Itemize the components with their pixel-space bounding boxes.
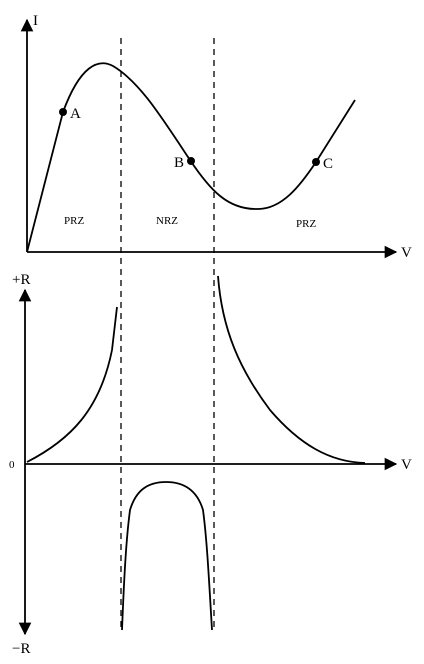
- point-a-label: A: [70, 106, 81, 122]
- bottom-zero-label: 0: [9, 459, 15, 471]
- point-c-label: C: [323, 156, 333, 172]
- region-label-nrz: NRZ: [156, 215, 178, 227]
- bottom-x-axis-label: V: [401, 457, 412, 473]
- point-b-marker: [187, 157, 195, 165]
- top-x-axis-label: V: [401, 245, 412, 261]
- region-label-prz-left: PRZ: [64, 215, 84, 227]
- top-graph: I V A B C PRZ NRZ PRZ: [20, 13, 412, 261]
- bottom-y-bottom-label: −R: [12, 641, 30, 657]
- bottom-graph: +R −R 0 V: [9, 272, 412, 657]
- resistance-curve-right: [217, 275, 366, 464]
- top-y-axis-label: I: [33, 13, 38, 29]
- bottom-y-top-label: +R: [12, 272, 30, 288]
- resistance-curve-left: [26, 306, 118, 463]
- point-c-marker: [312, 158, 320, 166]
- point-a-marker: [59, 108, 67, 116]
- point-b-label: B: [174, 155, 184, 171]
- region-label-prz-right: PRZ: [296, 218, 316, 230]
- negative-resistance-curve: [121, 481, 213, 631]
